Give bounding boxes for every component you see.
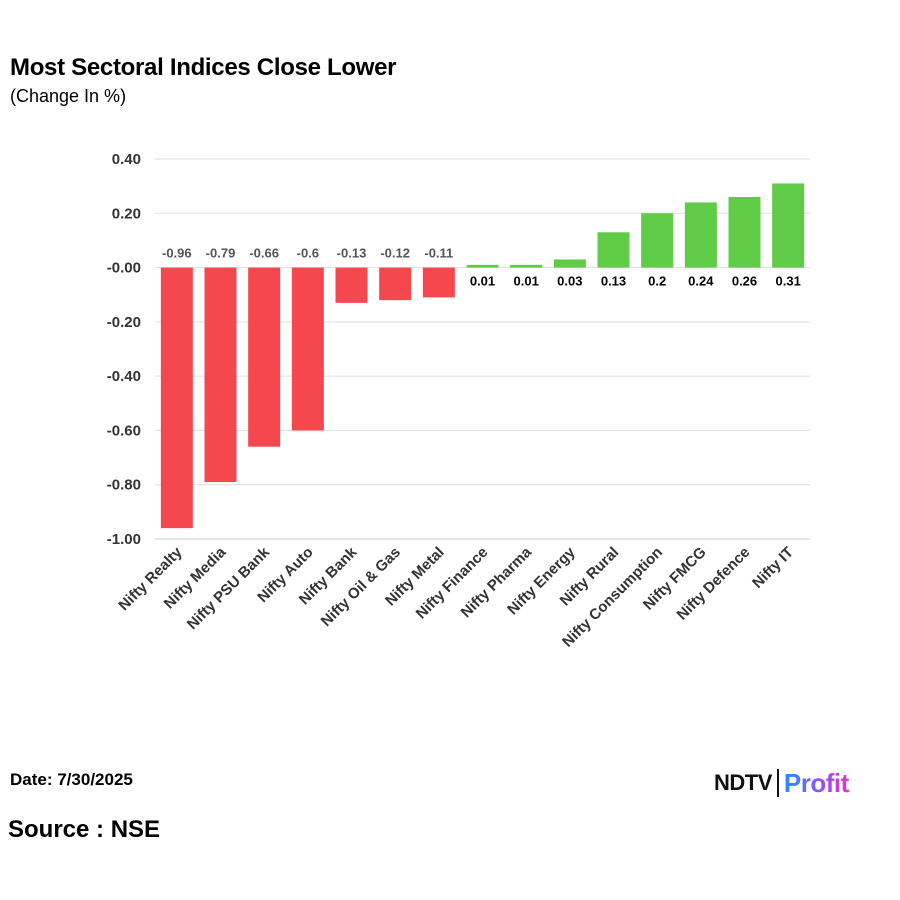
bar [641, 213, 674, 268]
logo-profit-text: Profit [783, 767, 849, 798]
logo-divider [776, 769, 779, 797]
y-tick-label: -0.00 [107, 260, 141, 277]
y-tick-label: -1.00 [107, 531, 141, 548]
y-axis-ticks: 0.40 0.20 -0.00 -0.20 -0.40 -0.60 -0.80 -1.00 [107, 151, 141, 548]
bar-value-label: -0.79 [206, 246, 236, 261]
bar-value-label: 0.24 [688, 274, 714, 289]
y-tick-label: -0.40 [107, 368, 141, 385]
bar-value-label: 0.31 [776, 274, 801, 289]
bar-value-label: -0.66 [249, 246, 279, 261]
logo-ndtv-text: NDTV [714, 770, 772, 795]
bar [204, 267, 237, 482]
bar-value-label: 0.13 [601, 274, 626, 289]
chart-title: Most Sectoral Indices Close Lower [10, 54, 397, 81]
bar-value-label: -0.12 [380, 246, 410, 261]
bar-value-label: -0.6 [297, 246, 319, 261]
bar [291, 267, 324, 431]
bar-value-label: 0.26 [732, 274, 757, 289]
bar [466, 264, 499, 268]
y-tick-label: 0.40 [112, 151, 141, 168]
y-tick-label: -0.80 [107, 477, 141, 494]
y-tick-label: 0.20 [112, 205, 141, 222]
bar [728, 197, 761, 268]
x-category-label: Nifty IT [749, 544, 797, 592]
date-label: Date: 7/30/2025 [10, 770, 133, 789]
bar [510, 264, 543, 268]
chart-subtitle: (Change In %) [10, 86, 127, 106]
bar [335, 267, 368, 303]
x-category-label: Nifty Oil & Gas [318, 544, 404, 630]
bar-value-label: 0.01 [470, 274, 495, 289]
bar [422, 267, 455, 298]
bar-value-label: 0.2 [648, 274, 666, 289]
bar-value-label: 0.03 [557, 274, 582, 289]
source-label: Source : NSE [8, 816, 161, 843]
y-tick-label: -0.20 [107, 314, 141, 331]
bar-value-label: 0.01 [514, 274, 539, 289]
value-labels: -0.96 -0.79 -0.66 -0.6 -0.13 -0.12 -0.11 0.01 0.… [162, 246, 801, 289]
bar [553, 259, 586, 268]
bar [772, 183, 805, 268]
bar [597, 232, 630, 268]
bar [684, 202, 717, 268]
bars [160, 183, 805, 529]
bar-value-label: -0.13 [337, 246, 367, 261]
y-tick-label: -0.60 [107, 422, 141, 439]
bar [379, 267, 412, 301]
bar-value-label: -0.11 [424, 246, 453, 261]
bar-value-label: -0.96 [162, 246, 192, 261]
bar [160, 267, 193, 529]
ndtv-profit-logo: NDTV Profit [714, 766, 849, 800]
bar-chart: 0.40 0.20 -0.00 -0.20 -0.40 -0.60 -0.80 -1.00 -… [107, 151, 810, 651]
bar [248, 267, 281, 447]
